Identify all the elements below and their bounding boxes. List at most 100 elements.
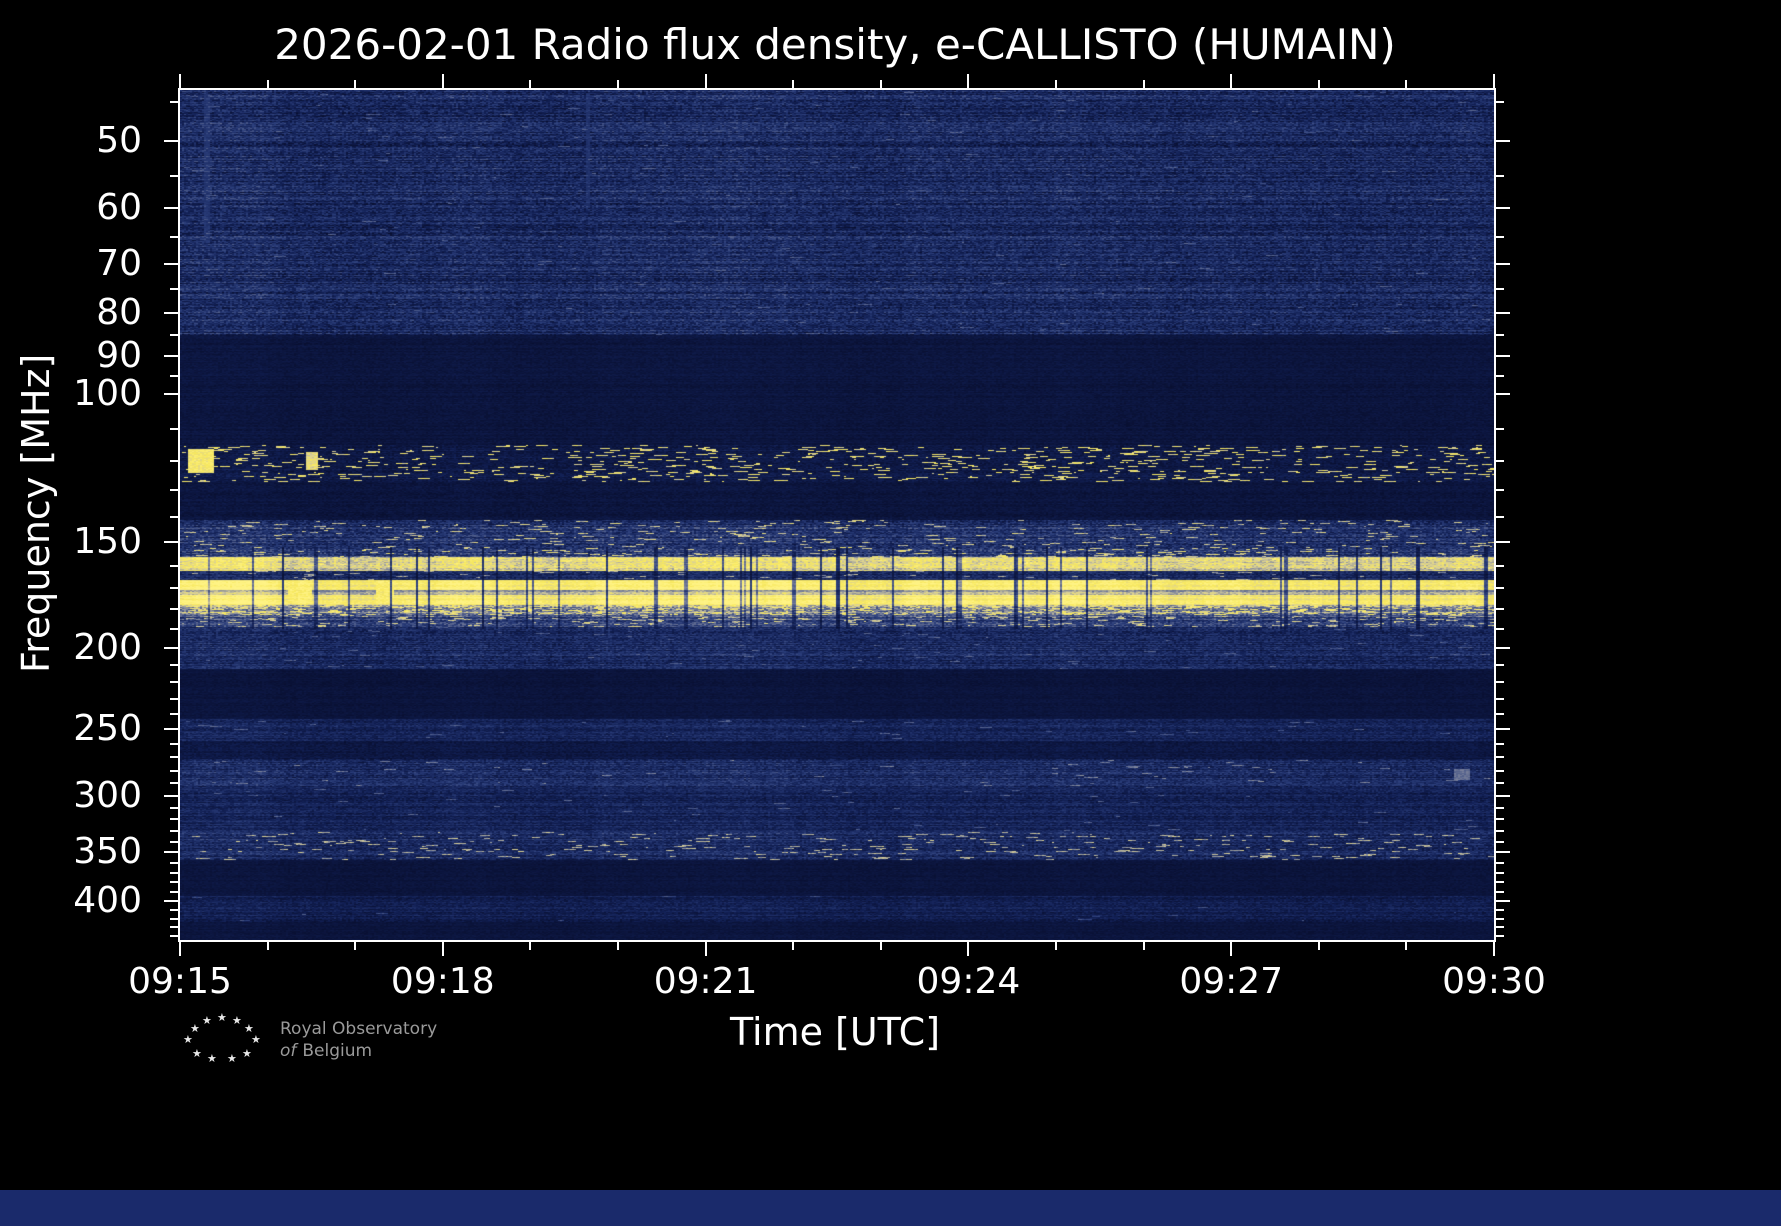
y-minor-tick <box>170 881 178 884</box>
y-tick-label: 400 <box>73 880 142 922</box>
star-icon: ★ <box>244 1022 254 1035</box>
x-tick-label: 09:15 <box>128 961 232 1002</box>
y-minor-tick <box>1496 428 1504 431</box>
y-minor-tick <box>170 742 178 745</box>
y-tick-label: 350 <box>73 831 142 873</box>
star-icon: ★ <box>242 1047 252 1060</box>
y-minor-tick <box>1496 926 1504 929</box>
y-major-tick <box>1496 139 1510 142</box>
star-icon: ★ <box>227 1052 237 1065</box>
y-minor-tick <box>170 756 178 759</box>
x-tick-label: 09:27 <box>1179 961 1284 1002</box>
star-icon: ★ <box>190 1022 200 1035</box>
x-axis-label: Time [UTC] <box>729 1010 941 1054</box>
y-minor-tick <box>1496 917 1504 920</box>
x-tick-label: 09:21 <box>653 961 758 1002</box>
y-tick-label: 60 <box>96 186 142 228</box>
spectrogram-canvas <box>180 90 1494 940</box>
star-icon: ★ <box>217 1011 227 1024</box>
x-minor-tick <box>1142 942 1145 950</box>
y-minor-tick <box>170 101 178 104</box>
x-minor-tick <box>1405 942 1408 950</box>
x-minor-tick <box>529 942 532 950</box>
x-major-tick <box>441 74 444 88</box>
star-icon: ★ <box>251 1033 261 1046</box>
y-minor-tick <box>1496 489 1504 492</box>
y-major-tick <box>1496 541 1510 544</box>
y-minor-tick <box>170 861 178 864</box>
x-major-tick <box>179 942 181 956</box>
axes-overlay: 09:15 09:18 09:21 09:24 09:27 09:30 50 60 70 80 90… <box>73 74 1546 1002</box>
y-tick-label: 80 <box>96 291 142 333</box>
y-minor-tick <box>1496 565 1504 568</box>
x-minor-tick <box>354 80 357 88</box>
y-major-tick <box>1496 900 1510 903</box>
x-major-tick <box>1230 74 1233 88</box>
y-minor-tick <box>1496 459 1504 462</box>
y-minor-tick <box>1496 934 1504 937</box>
y-minor-tick <box>170 235 178 238</box>
y-minor-tick <box>1496 769 1504 772</box>
y-minor-tick <box>1496 374 1504 377</box>
x-minor-tick <box>266 80 269 88</box>
star-icon: ★ <box>183 1033 193 1046</box>
y-major-tick <box>1496 262 1510 265</box>
y-minor-tick <box>170 782 178 785</box>
y-minor-tick <box>170 174 178 177</box>
chart-title: 2026-02-01 Radio flux density, e-CALLIST… <box>274 20 1396 69</box>
x-minor-tick <box>1142 80 1145 88</box>
y-minor-tick <box>1496 288 1504 291</box>
y-minor-tick <box>1496 713 1504 716</box>
y-minor-tick <box>1496 871 1504 874</box>
y-major-tick <box>164 354 178 357</box>
y-minor-tick <box>1496 516 1504 519</box>
y-minor-tick <box>170 697 178 700</box>
y-tick-label: 90 <box>96 334 142 376</box>
logo-line2: of Belgium <box>280 1040 437 1062</box>
y-minor-tick <box>170 288 178 291</box>
y-minor-tick <box>1496 829 1504 832</box>
y-minor-tick <box>1496 782 1504 785</box>
x-minor-tick <box>1317 80 1320 88</box>
y-minor-tick <box>170 333 178 336</box>
x-minor-tick <box>266 942 269 950</box>
y-minor-tick <box>170 587 178 590</box>
y-major-tick <box>164 728 178 731</box>
logo-line2-rest: Belgium <box>302 1041 373 1061</box>
y-major-tick <box>164 541 178 544</box>
y-major-tick <box>1496 206 1510 209</box>
y-minor-tick <box>1496 174 1504 177</box>
y-major-tick <box>164 851 178 854</box>
x-tick-label: 09:30 <box>1442 961 1546 1002</box>
x-minor-tick <box>879 80 882 88</box>
y-minor-tick <box>1496 756 1504 759</box>
y-major-tick <box>1496 851 1510 854</box>
star-icon: ★ <box>232 1014 242 1027</box>
footer-bar <box>0 1190 1781 1226</box>
y-minor-tick <box>1496 806 1504 809</box>
y-minor-tick <box>170 627 178 630</box>
x-major-tick <box>441 942 444 956</box>
y-minor-tick <box>170 459 178 462</box>
y-minor-tick <box>1496 101 1504 104</box>
y-minor-tick <box>170 909 178 912</box>
x-minor-tick <box>1055 80 1057 88</box>
x-minor-tick <box>879 942 882 950</box>
y-major-tick <box>164 206 178 209</box>
y-tick-label: 200 <box>73 626 142 668</box>
y-tick-label: 250 <box>73 708 142 750</box>
star-icon: ★ <box>207 1052 217 1065</box>
x-major-tick <box>967 942 970 956</box>
x-minor-tick <box>792 942 795 950</box>
y-minor-tick <box>1496 333 1504 336</box>
x-minor-tick <box>617 942 619 950</box>
x-minor-tick <box>354 942 357 950</box>
y-minor-tick <box>170 871 178 874</box>
y-major-tick <box>1496 354 1510 357</box>
y-minor-tick <box>1496 608 1504 611</box>
y-minor-tick <box>1496 861 1504 864</box>
y-major-tick <box>164 900 178 903</box>
y-minor-tick <box>170 565 178 568</box>
y-tick-label: 150 <box>73 521 142 563</box>
y-minor-tick <box>1496 890 1504 893</box>
